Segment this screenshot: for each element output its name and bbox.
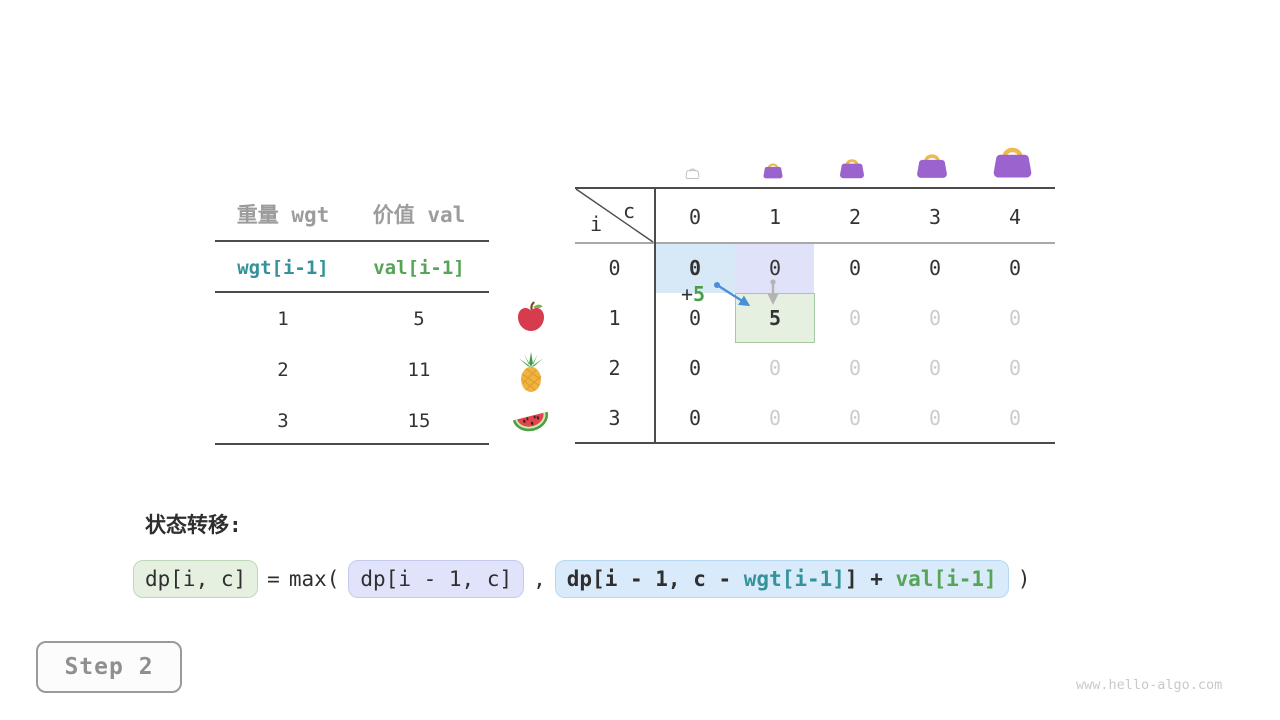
bag-outline-icon <box>685 168 700 179</box>
dp-cell-i2-c0: 0 <box>688 356 702 380</box>
item-table-rule-top <box>215 240 489 242</box>
item-row-2-val: 11 <box>407 359 431 381</box>
dp-cell-i1-c3: 0 <box>928 306 942 330</box>
state-transition-label: 状态转移: <box>145 513 242 537</box>
dp-cell-i3-c2: 0 <box>848 406 862 430</box>
dp-cell-i1-c0: 0 <box>688 306 702 330</box>
dp-cell-i0-c4: 0 <box>1008 256 1022 280</box>
dp-table-rule-header <box>575 242 1055 244</box>
bag-small-icon <box>763 163 783 179</box>
dp-cell-i0-c3: 0 <box>928 256 942 280</box>
watermark: www.hello-algo.com <box>1076 677 1223 693</box>
dp-col-headers: 0 1 2 3 4 <box>655 192 1055 242</box>
dp-cell-i0-c2: 0 <box>848 256 862 280</box>
bag-xlarge-icon <box>993 147 1032 178</box>
dp-cell-i3-c4: 0 <box>1008 406 1022 430</box>
item-table-subheader-wgt: wgt[i-1] <box>237 257 329 279</box>
watermelon-icon <box>512 411 549 432</box>
formula-close-paren: ) <box>1017 567 1031 591</box>
item-table-rule-bottom <box>215 443 489 445</box>
dp-col-header: 2 <box>848 205 862 229</box>
dp-row-header: 1 <box>608 306 621 330</box>
dp-cell-i3-c0: 0 <box>688 406 702 430</box>
dp-cell-i3-c1: 0 <box>768 406 782 430</box>
take-option-bracket: ] <box>844 567 858 591</box>
item-table-header-value: 价值 val <box>372 203 466 227</box>
pineapple-icon <box>518 352 544 392</box>
item-table-rule-mid <box>215 291 489 293</box>
dp-cell-i1-c1: 5 <box>768 306 782 330</box>
dp-col-header: 4 <box>1008 205 1022 229</box>
item-table-subheader-val: val[i-1] <box>373 257 465 279</box>
dp-row-header: 3 <box>608 406 621 430</box>
item-table-header-weight: 重量 wgt <box>236 203 330 227</box>
dp-cell-i3-c3: 0 <box>928 406 942 430</box>
formula-comma: , <box>533 567 546 591</box>
item-row-1-val: 5 <box>413 308 425 330</box>
item-row-3-val: 15 <box>407 410 431 432</box>
dp-cell-i2-c3: 0 <box>928 356 942 380</box>
step-badge-label: Step 2 <box>64 654 154 680</box>
dp-col-header: 3 <box>928 205 942 229</box>
dp-table-rule-vertical <box>654 187 656 444</box>
take-option-val: val[i-1] <box>895 567 997 591</box>
dp-table-rule-bottom <box>575 442 1055 444</box>
added-value: 5 <box>693 282 706 306</box>
dp-col-header: 0 <box>688 205 702 229</box>
dp-cell-i2-c4: 0 <box>1008 356 1022 380</box>
dp-corner-col-label: c <box>622 199 636 223</box>
dp-row-header: 0 <box>608 256 621 280</box>
formula-keep-option-pill: dp[i - 1, c] <box>348 560 525 598</box>
dp-col-header: 1 <box>768 205 782 229</box>
take-option-wgt: wgt[i-1] <box>743 567 845 591</box>
formula-lhs-pill: dp[i, c] <box>133 560 259 598</box>
dp-corner-row-label: i <box>589 212 603 236</box>
dp-row-header: 2 <box>608 356 621 380</box>
item-row-2-wgt: 2 <box>277 359 289 381</box>
formula-max-open: max( <box>288 567 340 591</box>
item-row-1-wgt: 1 <box>277 308 289 330</box>
formula-take-option-pill: dp[i - 1, c - wgt[i-1]] + val[i-1] <box>554 560 1009 598</box>
apple-icon <box>518 301 544 331</box>
item-row-3-wgt: 3 <box>277 410 289 432</box>
dp-cell-i2-c1: 0 <box>768 356 782 380</box>
step-badge: Step 2 <box>36 641 182 693</box>
state-transition-formula: dp[i, c] = max( dp[i - 1, c] , dp[i - 1,… <box>133 560 1030 598</box>
bag-medium-icon <box>840 159 864 179</box>
dp-row-headers: 0 1 2 3 <box>575 243 654 443</box>
transition-annotation: +5 <box>681 282 705 306</box>
dp-cell-i1-c4: 0 <box>1008 306 1022 330</box>
formula-equals: = <box>267 567 280 591</box>
bag-large-icon <box>917 154 947 178</box>
dp-cell-i0-c0: 0 <box>688 256 702 280</box>
plus-sign: + <box>681 282 694 306</box>
dp-table-rule-top <box>575 187 1055 189</box>
dp-cell-i0-c1: 0 <box>768 256 782 280</box>
dp-table-cells: 0 0 0 0 0 0 5 0 0 0 0 0 0 0 0 0 0 0 0 0 <box>655 243 1055 443</box>
highlight-cell-i0-c1 <box>735 244 814 293</box>
dp-cell-i1-c2: 0 <box>848 306 862 330</box>
dp-cell-i2-c2: 0 <box>848 356 862 380</box>
take-option-plus: + <box>857 567 896 591</box>
take-option-prefix: dp[i - 1, c - <box>566 567 744 591</box>
